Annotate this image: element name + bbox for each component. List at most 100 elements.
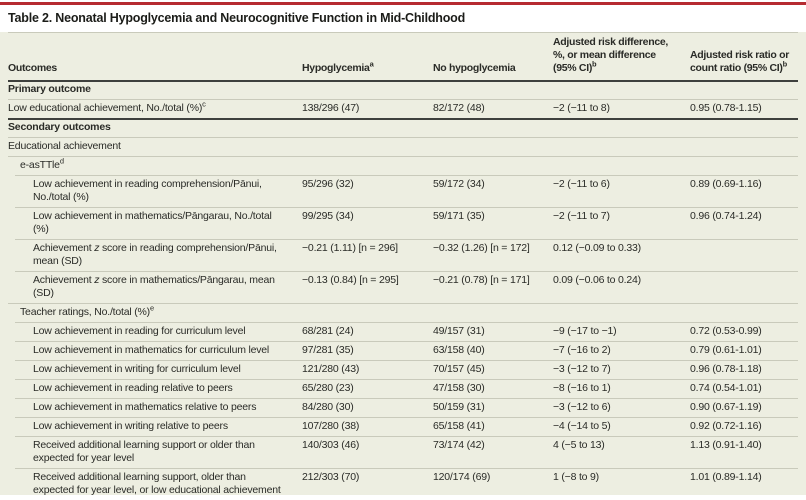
row-label: Low achievement in reading for curriculu…: [33, 325, 246, 337]
row-cell: 0.90 (0.67-1.19): [690, 401, 762, 413]
table-body: Primary outcome Low educational achieveme…: [0, 80, 806, 500]
row-cell: −2 (−11 to 6): [553, 178, 610, 190]
row-cell: [425, 303, 545, 322]
row-label: Achievement z score in reading comprehen…: [33, 242, 277, 267]
row-cell: 107/280 (38): [302, 420, 360, 432]
row-label: Low achievement in mathematics relative …: [33, 401, 257, 413]
row-label: Low achievement in writing for curriculu…: [33, 363, 241, 375]
header-cell-3: Adjusted risk difference, %, or mean dif…: [553, 36, 669, 74]
row-cell: 0.96 (0.78-1.18): [690, 363, 762, 375]
row-cell: 59/171 (35): [433, 210, 485, 222]
row-cell: [294, 80, 425, 99]
row-cell: 84/280 (30): [302, 401, 354, 413]
row-cell: [294, 137, 425, 156]
row-cell: [682, 156, 806, 175]
table-header: Outcomes Hypoglycemiaa No hypoglycemia Adju…: [0, 32, 806, 80]
row-cell: −0.21 (1.11) [n = 296]: [302, 242, 398, 254]
row-label: Low achievement in writing relative to p…: [33, 420, 228, 432]
row-label: Received additional learning support or …: [33, 439, 255, 464]
row-cell: 120/174 (69): [433, 471, 491, 483]
row-cell: [425, 137, 545, 156]
table-row: Low achievement in mathematics for curri…: [0, 341, 806, 360]
row-cell: −0.21 (0.78) [n = 171]: [433, 274, 530, 286]
row-cell: [545, 303, 682, 322]
row-cell: [425, 80, 545, 99]
row-cell: 65/280 (23): [302, 382, 354, 394]
row-cell: [682, 239, 806, 271]
row-cell: 0.09 (−0.06 to 0.24): [553, 274, 641, 286]
row-cell: 82/172 (48): [433, 102, 485, 114]
row-cell: 99/295 (34): [302, 210, 354, 222]
row-cell: 212/303 (70): [302, 471, 360, 483]
row-label: Educational achievement: [8, 140, 121, 152]
row-cell: [294, 118, 425, 137]
header-cell-2: No hypoglycemia: [433, 62, 516, 74]
table-row: Low educational achievement, No./total (…: [0, 99, 806, 118]
table-title: Table 2. Neonatal Hypoglycemia and Neuro…: [8, 11, 466, 25]
row-cell: −2 (−11 to 7): [553, 210, 610, 222]
table-row: Secondary outcomes: [0, 118, 806, 137]
row-cell: [682, 118, 806, 137]
table-row: Low achievement in reading comprehension…: [0, 175, 806, 207]
row-cell: 121/280 (43): [302, 363, 360, 375]
table-row: e-asTTled: [0, 156, 806, 175]
row-cell: 0.92 (0.72-1.16): [690, 420, 762, 432]
row-cell: −9 (−17 to −1): [553, 325, 617, 337]
row-cell: 1 (−8 to 9): [553, 471, 599, 483]
table-row: Low achievement in mathematics relative …: [0, 398, 806, 417]
row-cell: 70/157 (45): [433, 363, 485, 375]
row-label: Achievement z score in mathematics/Pānga…: [33, 274, 275, 299]
table-row: Low achievement in reading relative to p…: [0, 379, 806, 398]
row-cell: −3 (−12 to 6): [553, 401, 611, 413]
row-cell: 65/158 (41): [433, 420, 485, 432]
row-label: Low achievement in mathematics/Pāngarau,…: [33, 210, 272, 235]
row-label: e-asTTled: [20, 156, 64, 171]
row-cell: 63/158 (40): [433, 344, 485, 356]
header-cell-1: Hypoglycemiaa: [302, 59, 374, 74]
row-cell: −0.32 (1.26) [n = 172]: [433, 242, 530, 254]
row-cell: −8 (−16 to 1): [553, 382, 611, 394]
row-cell: 138/296 (47): [302, 102, 360, 114]
row-cell: −3 (−12 to 7): [553, 363, 611, 375]
header-cell-4: Adjusted risk ratio or count ratio (95% …: [690, 49, 790, 74]
row-cell: 1.13 (0.91-1.40): [690, 439, 762, 451]
row-label: Teacher ratings, No./total (%)e: [20, 303, 155, 318]
row-label: Primary outcome: [8, 83, 91, 95]
row-cell: 1.01 (0.89-1.14): [690, 471, 762, 483]
row-cell: [294, 156, 425, 175]
row-cell: 95/296 (32): [302, 178, 354, 190]
row-cell: [294, 303, 425, 322]
row-cell: 50/159 (31): [433, 401, 485, 413]
header-cell-0: Outcomes: [8, 62, 57, 74]
row-cell: 140/303 (46): [302, 439, 360, 451]
row-label: Low achievement in reading relative to p…: [33, 382, 233, 394]
row-cell: 68/281 (24): [302, 325, 354, 337]
row-cell: 73/174 (42): [433, 439, 485, 451]
table-row: Teacher ratings, No./total (%)e: [0, 303, 806, 322]
row-cell: 0.95 (0.78-1.15): [690, 102, 762, 114]
table-row: Low achievement in writing relative to p…: [0, 417, 806, 436]
accent-rule: [0, 2, 806, 5]
row-cell: [545, 137, 682, 156]
table-row: Low achievement in writing for curriculu…: [0, 360, 806, 379]
row-cell: [545, 118, 682, 137]
row-cell: [425, 156, 545, 175]
row-cell: 47/158 (30): [433, 382, 485, 394]
row-cell: −0.13 (0.84) [n = 295]: [302, 274, 399, 286]
row-cell: [682, 271, 806, 303]
row-label: Low achievement in reading comprehension…: [33, 178, 262, 203]
row-label: Low achievement in mathematics for curri…: [33, 344, 270, 356]
row-cell: 0.96 (0.74-1.24): [690, 210, 762, 222]
row-cell: 0.12 (−0.09 to 0.33): [553, 242, 641, 254]
row-cell: −2 (−11 to 8): [553, 102, 610, 114]
data-table: Outcomes Hypoglycemiaa No hypoglycemia Adju…: [0, 32, 806, 496]
row-cell: 0.79 (0.61-1.01): [690, 344, 762, 356]
row-cell: −4 (−14 to 5): [553, 420, 611, 432]
table-row: Received additional learning support, ol…: [0, 468, 806, 500]
row-label: Secondary outcomes: [8, 121, 111, 133]
table-row: Low achievement in mathematics/Pāngarau,…: [0, 207, 806, 239]
row-cell: −7 (−16 to 2): [553, 344, 611, 356]
row-label: Low educational achievement, No./total (…: [8, 99, 206, 114]
row-cell: 0.72 (0.53-0.99): [690, 325, 762, 337]
